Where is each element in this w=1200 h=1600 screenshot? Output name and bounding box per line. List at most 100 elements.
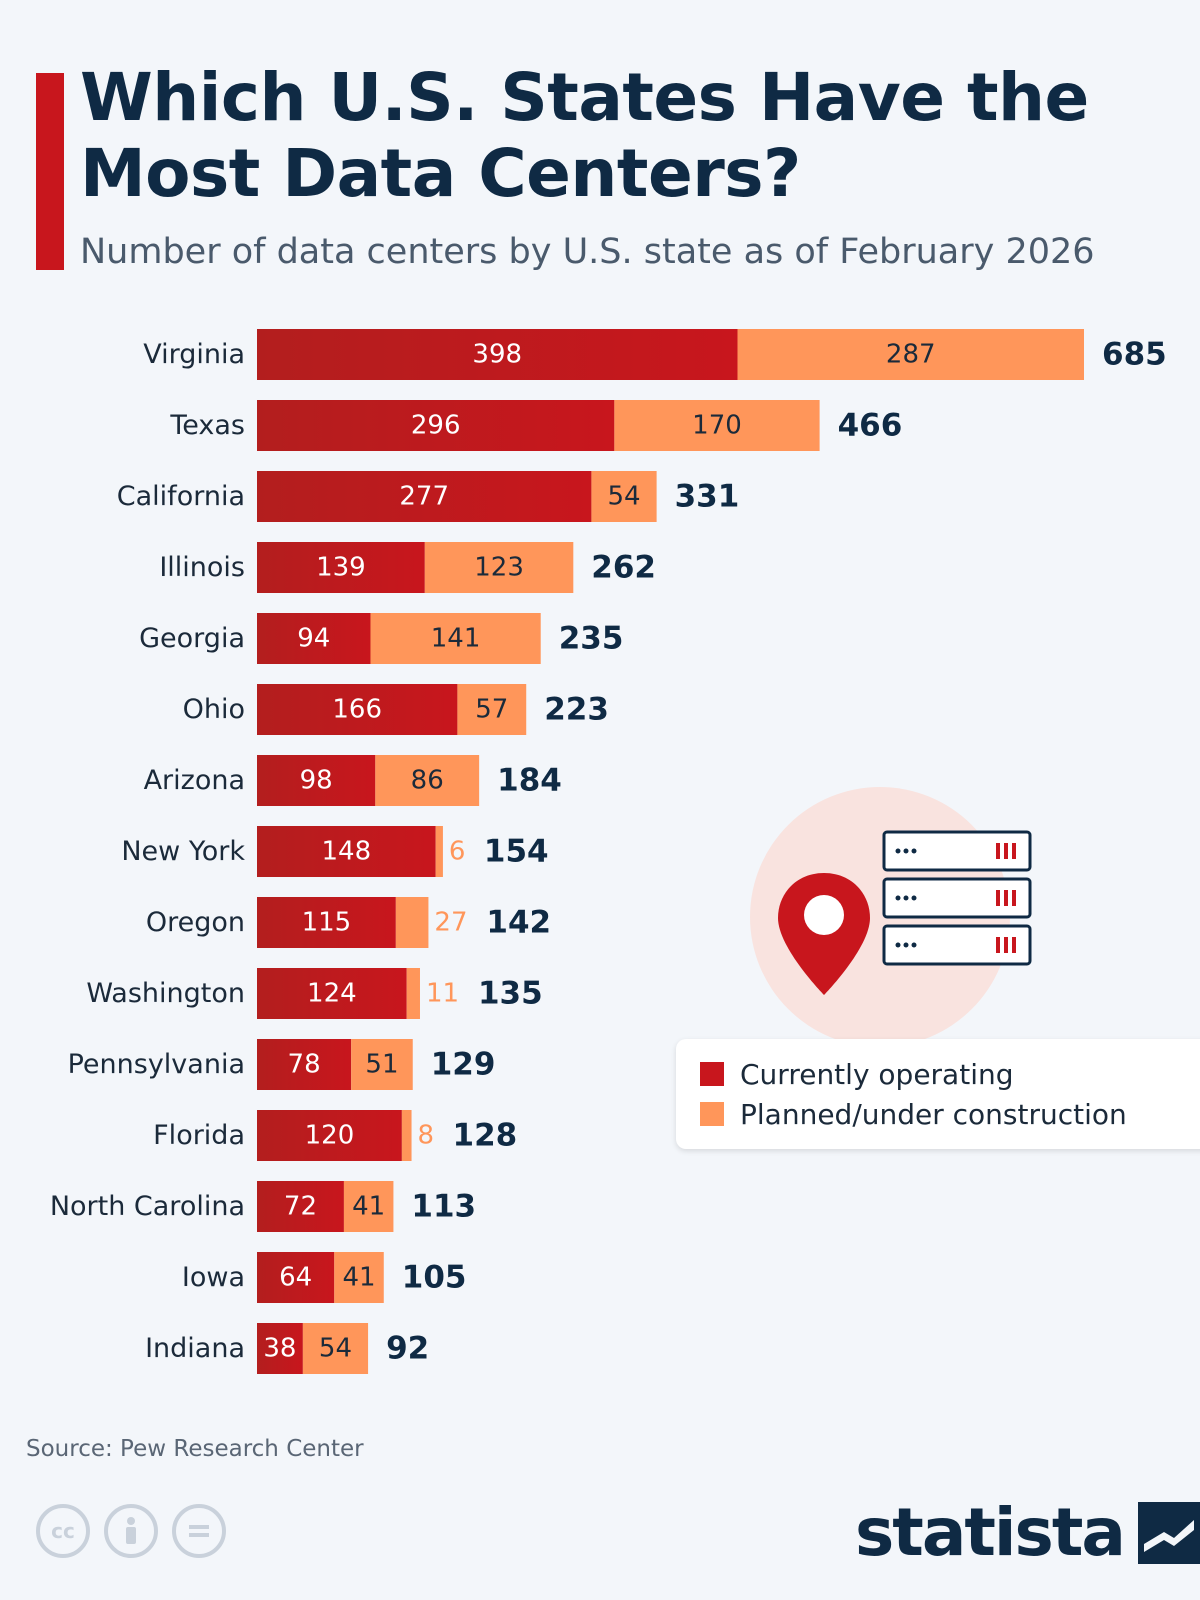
total-label: 262	[591, 550, 656, 586]
data-label-operating: 398	[472, 340, 522, 370]
category-label: Texas	[169, 410, 245, 441]
bar-operating	[257, 1323, 303, 1374]
chart-subtitle: Number of data centers by U.S. state as …	[80, 232, 1095, 272]
server-rack-icon	[882, 830, 1032, 966]
bar-planned	[334, 1252, 384, 1303]
bar-planned	[370, 613, 541, 664]
bar-chart: Virginia 398 287 685 Texas 296 170 466 Californi…	[50, 329, 1167, 1374]
data-label-operating: 139	[316, 553, 366, 583]
bar-planned	[737, 329, 1084, 380]
legend-item-planned: Planned/under construction	[700, 1097, 1127, 1131]
bar-operating	[257, 471, 592, 522]
data-label-operating: 166	[332, 695, 382, 725]
total-label: 128	[453, 1118, 518, 1154]
chart-title: Which U.S. States Have the Most Data Cen…	[80, 59, 1089, 212]
category-label: New York	[121, 836, 245, 867]
source-note: Source: Pew Research Center	[26, 1436, 364, 1462]
license-icons: cc	[36, 1504, 226, 1558]
bar-operating	[257, 542, 425, 593]
category-label: Arizona	[144, 765, 245, 796]
bar-operating	[257, 329, 738, 380]
bar-operating	[257, 897, 396, 948]
category-label: Illinois	[159, 552, 245, 583]
bar-operating	[257, 684, 458, 735]
total-label: 105	[402, 1260, 467, 1296]
bar-planned	[457, 684, 527, 735]
data-label-planned: 27	[434, 908, 467, 938]
bar-operating	[257, 1110, 402, 1161]
data-label-planned: 54	[607, 482, 640, 512]
category-label: Florida	[153, 1120, 245, 1151]
data-label-operating: 277	[399, 482, 449, 512]
bar-operating	[257, 613, 371, 664]
total-label: 154	[484, 834, 549, 870]
category-label: Indiana	[145, 1333, 245, 1364]
bar-operating	[257, 1181, 344, 1232]
category-label: Virginia	[143, 339, 245, 370]
total-label: 113	[411, 1189, 476, 1225]
bar-planned	[614, 400, 820, 451]
category-label: Georgia	[139, 623, 245, 654]
bar-planned	[435, 826, 443, 877]
data-label-planned: 86	[411, 766, 444, 796]
category-label: Iowa	[182, 1262, 245, 1293]
data-label-planned: 11	[426, 979, 459, 1009]
no-derivatives-icon[interactable]	[172, 1504, 226, 1558]
category-label: California	[117, 481, 245, 512]
bar-operating	[257, 755, 376, 806]
bar-planned	[424, 542, 574, 593]
total-label: 685	[1102, 337, 1167, 373]
bar-planned	[302, 1323, 369, 1374]
bar-planned	[343, 1181, 394, 1232]
total-label: 331	[675, 479, 740, 515]
bar-planned	[406, 968, 420, 1019]
data-label-operating: 115	[302, 908, 352, 938]
bar-planned	[591, 471, 657, 522]
data-label-operating: 98	[300, 766, 333, 796]
data-label-operating: 296	[411, 411, 461, 441]
total-label: 92	[386, 1331, 429, 1367]
data-label-planned: 287	[886, 340, 936, 370]
data-label-operating: 78	[288, 1050, 321, 1080]
data-center-illustration	[740, 780, 1040, 1047]
data-label-operating: 38	[263, 1334, 296, 1364]
legend-label-planned: Planned/under construction	[740, 1097, 1127, 1131]
legend-swatch-planned	[700, 1102, 724, 1126]
bar-planned	[375, 755, 480, 806]
bar-operating	[257, 400, 615, 451]
bar-planned	[395, 897, 429, 948]
total-label: 142	[486, 905, 551, 941]
data-label-planned: 141	[431, 624, 481, 654]
bar-operating	[257, 968, 407, 1019]
bar-operating	[257, 1252, 335, 1303]
bar-operating	[257, 1039, 352, 1090]
total-label: 235	[559, 621, 624, 657]
data-label-planned: 41	[352, 1192, 385, 1222]
data-label-planned: 170	[692, 411, 742, 441]
legend-item-operating: Currently operating	[700, 1057, 1014, 1091]
data-label-operating: 120	[305, 1121, 355, 1151]
legend-swatch-operating	[700, 1062, 724, 1086]
statista-brand[interactable]: statista	[855, 1500, 1200, 1566]
data-label-planned: 54	[319, 1334, 352, 1364]
data-label-operating: 64	[279, 1263, 312, 1293]
data-label-operating: 148	[322, 837, 372, 867]
statista-logo-icon	[1137, 1502, 1200, 1564]
category-label: Washington	[86, 978, 245, 1009]
bar-planned	[401, 1110, 412, 1161]
cc-icon[interactable]: cc	[36, 1504, 90, 1558]
title-accent-bar	[36, 73, 64, 270]
legend-label-operating: Currently operating	[740, 1057, 1014, 1091]
total-label: 135	[478, 976, 543, 1012]
total-label: 223	[544, 692, 609, 728]
data-label-operating: 72	[284, 1192, 317, 1222]
category-label: North Carolina	[50, 1191, 245, 1222]
total-label: 184	[497, 763, 562, 799]
attribution-icon[interactable]	[104, 1504, 158, 1558]
bar-planned	[351, 1039, 413, 1090]
total-label: 129	[431, 1047, 496, 1083]
data-label-operating: 94	[297, 624, 330, 654]
data-label-planned: 6	[449, 837, 466, 867]
data-label-operating: 124	[307, 979, 357, 1009]
total-label: 466	[838, 408, 903, 444]
